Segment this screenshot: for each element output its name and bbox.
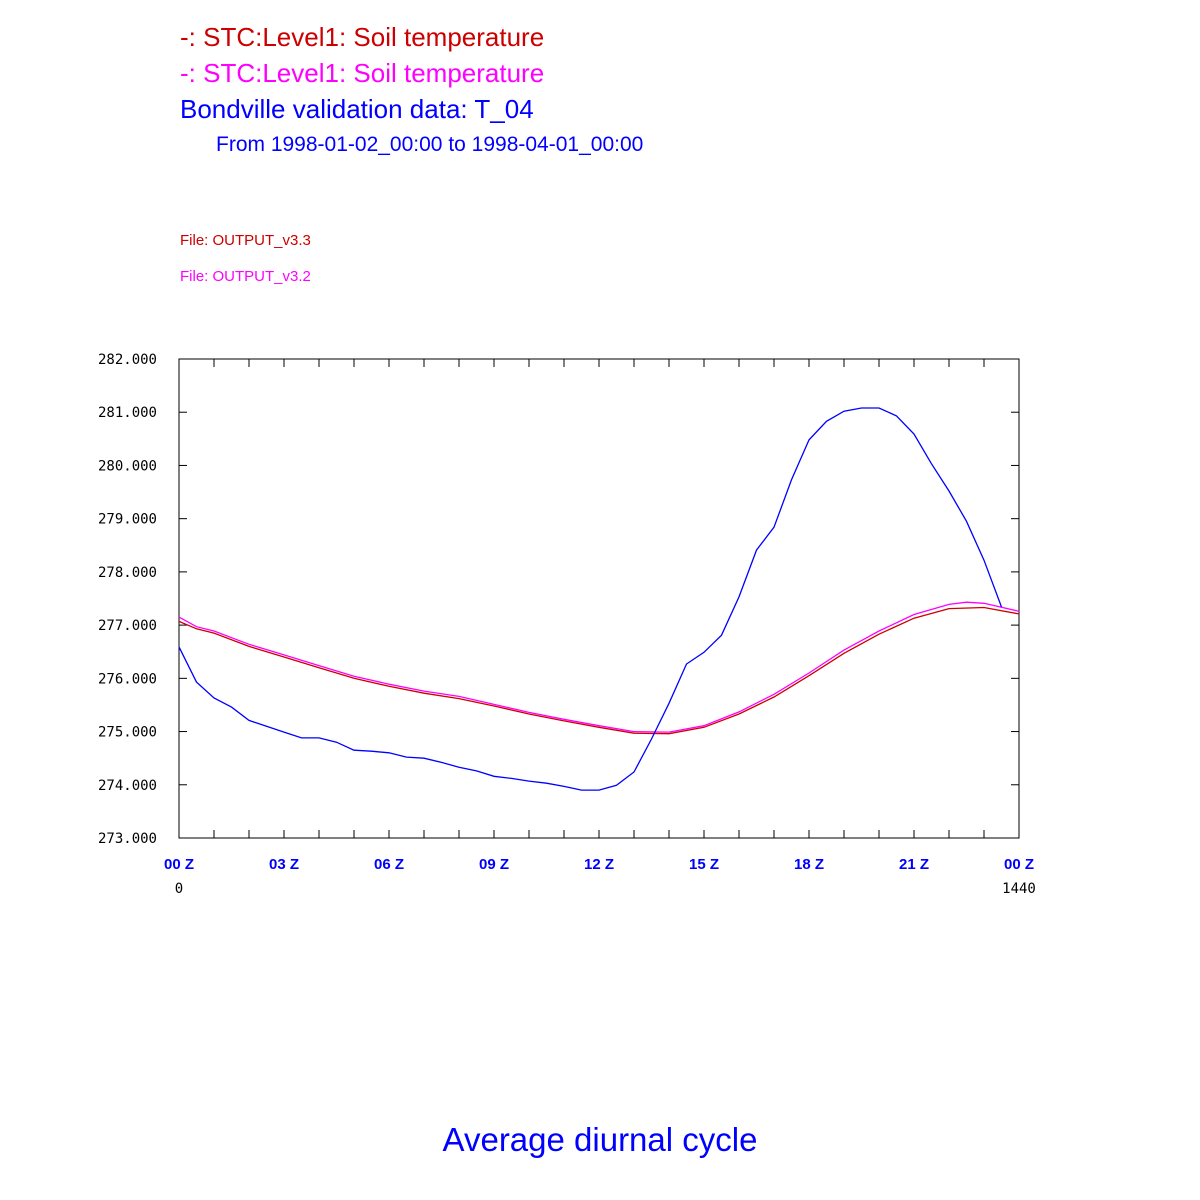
series-line-2	[178, 407, 1003, 791]
x-num-label: 1440	[1002, 881, 1036, 897]
y-tick-label: 282.000	[98, 352, 157, 368]
x-tick-label: 03 Z	[269, 856, 299, 873]
y-tick-label: 277.000	[98, 618, 157, 634]
legend-magenta: -: STC:Level1: Soil temperature	[180, 58, 545, 88]
y-tick-label: 274.000	[98, 778, 157, 794]
legend-blue: Bondville validation data: T_04	[180, 94, 534, 124]
x-tick-label: 00 Z	[164, 856, 194, 873]
y-tick-label: 278.000	[98, 565, 157, 581]
chart-title: Average diurnal cycle	[442, 1121, 758, 1158]
y-tick-label: 279.000	[98, 512, 157, 528]
y-tick-label: 276.000	[98, 671, 157, 687]
x-tick-label: 12 Z	[584, 856, 614, 873]
x-tick-label: 00 Z	[1004, 856, 1034, 873]
y-tick-label: 280.000	[98, 458, 157, 474]
legend-red: -: STC:Level1: Soil temperature	[180, 22, 545, 52]
file-label-1: File: OUTPUT_v3.3	[180, 232, 311, 249]
file-label-2: File: OUTPUT_v3.2	[180, 268, 311, 285]
period-label: From 1998-01-02_00:00 to 1998-04-01_00:0…	[216, 133, 644, 156]
y-tick-label: 273.000	[98, 831, 157, 847]
series-line-0	[178, 606, 1020, 735]
y-tick-label: 281.000	[98, 405, 157, 421]
x-tick-label: 18 Z	[794, 856, 824, 873]
x-tick-label: 21 Z	[899, 856, 929, 873]
plot-frame	[178, 358, 1020, 839]
x-tick-label: 06 Z	[374, 856, 404, 873]
x-tick-label: 09 Z	[479, 856, 509, 873]
series-line-1	[178, 601, 1020, 733]
x-tick-label: 15 Z	[689, 856, 719, 873]
x-num-label: 0	[175, 881, 183, 897]
y-tick-label: 275.000	[98, 725, 157, 741]
